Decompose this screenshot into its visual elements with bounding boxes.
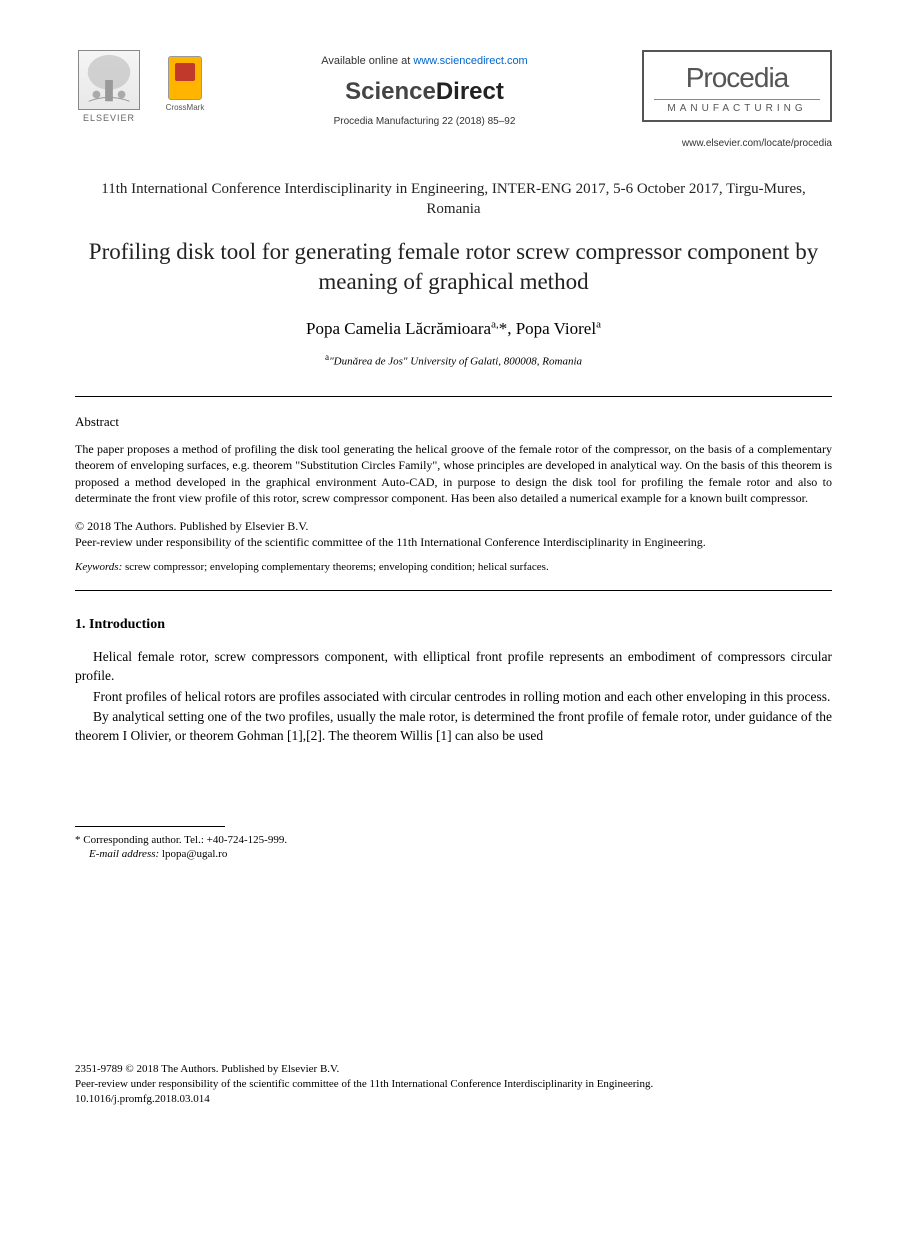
- keywords: Keywords: screw compressor; enveloping c…: [75, 560, 832, 575]
- center-block: Available online at www.sciencedirect.co…: [207, 50, 642, 129]
- footnote-email-label: E-mail address:: [89, 848, 159, 860]
- footnote-line1: * Corresponding author. Tel.: +40-724-12…: [75, 833, 832, 848]
- footer-peer: Peer-review under responsibility of the …: [75, 1077, 832, 1092]
- elsevier-label: ELSEVIER: [83, 112, 135, 125]
- crossmark-label: CrossMark: [166, 102, 205, 113]
- elsevier-logo: ELSEVIER: [75, 50, 143, 128]
- footnote-email: lpopa@ugal.ro: [159, 848, 227, 860]
- conference-line: 11th International Conference Interdisci…: [75, 179, 832, 220]
- rule-bottom: [75, 590, 832, 591]
- header-row: ELSEVIER CrossMark Available online at w…: [75, 50, 832, 129]
- procedia-sub: MANUFACTURING: [654, 99, 820, 116]
- footer-block: 2351-9789 © 2018 The Authors. Published …: [75, 1062, 832, 1107]
- footnote-text: Corresponding author. Tel.: +40-724-125-…: [81, 834, 288, 846]
- author1-ast: *: [499, 319, 508, 338]
- keywords-label: Keywords:: [75, 561, 122, 573]
- available-url-link[interactable]: www.sciencedirect.com: [413, 55, 527, 67]
- available-prefix: Available online at: [321, 55, 413, 67]
- available-online: Available online at www.sciencedirect.co…: [207, 54, 642, 69]
- author1-sup: a,: [491, 319, 499, 331]
- intro-p3: By analytical setting one of the two pro…: [75, 708, 832, 745]
- rule-top: [75, 396, 832, 397]
- author2-name: , Popa Viorel: [507, 319, 596, 338]
- sd-part2: Direct: [436, 78, 504, 105]
- keywords-text: screw compressor; enveloping complementa…: [122, 561, 548, 573]
- copyright-line2: Peer-review under responsibility of the …: [75, 534, 832, 550]
- affiliation-text: "Dunărea de Jos" University of Galati, 8…: [329, 356, 582, 368]
- author1-name: Popa Camelia Lăcrămioara: [306, 319, 491, 338]
- section1-heading: 1. Introduction: [75, 615, 832, 635]
- procedia-box: Procedia MANUFACTURING: [642, 50, 832, 122]
- abstract-heading: Abstract: [75, 413, 832, 431]
- copyright-line1: © 2018 The Authors. Published by Elsevie…: [75, 518, 832, 534]
- procedia-title: Procedia: [654, 58, 820, 97]
- intro-p1: Helical female rotor, screw compressors …: [75, 648, 832, 685]
- copyright-block: © 2018 The Authors. Published by Elsevie…: [75, 518, 832, 550]
- crossmark-logo[interactable]: CrossMark: [163, 56, 207, 113]
- affiliation: a"Dunărea de Jos" University of Galati, …: [75, 351, 832, 370]
- journal-url: www.elsevier.com/locate/procedia: [75, 137, 832, 151]
- footnote-rule: [75, 826, 225, 827]
- procedia-logo: Procedia MANUFACTURING: [642, 50, 832, 122]
- elsevier-tree-icon: [78, 50, 140, 110]
- footer-issn: 2351-9789 © 2018 The Authors. Published …: [75, 1062, 832, 1077]
- footnote-line2: E-mail address: lpopa@ugal.ro: [75, 847, 832, 862]
- intro-p2: Front profiles of helical rotors are pro…: [75, 688, 832, 707]
- left-logos: ELSEVIER CrossMark: [75, 50, 207, 128]
- author2-sup: a: [596, 319, 601, 331]
- authors: Popa Camelia Lăcrămioaraa,*, Popa Viorel…: [75, 317, 832, 341]
- crossmark-badge-icon: [168, 56, 202, 100]
- footer-doi: 10.1016/j.promfg.2018.03.014: [75, 1092, 832, 1107]
- sciencedirect-logo: ScienceDirect: [207, 75, 642, 109]
- sd-part1: Science: [345, 78, 436, 105]
- abstract-body: The paper proposes a method of profiling…: [75, 441, 832, 506]
- paper-title: Profiling disk tool for generating femal…: [75, 237, 832, 297]
- citation-line: Procedia Manufacturing 22 (2018) 85–92: [207, 115, 642, 129]
- footnote-block: * Corresponding author. Tel.: +40-724-12…: [75, 833, 832, 863]
